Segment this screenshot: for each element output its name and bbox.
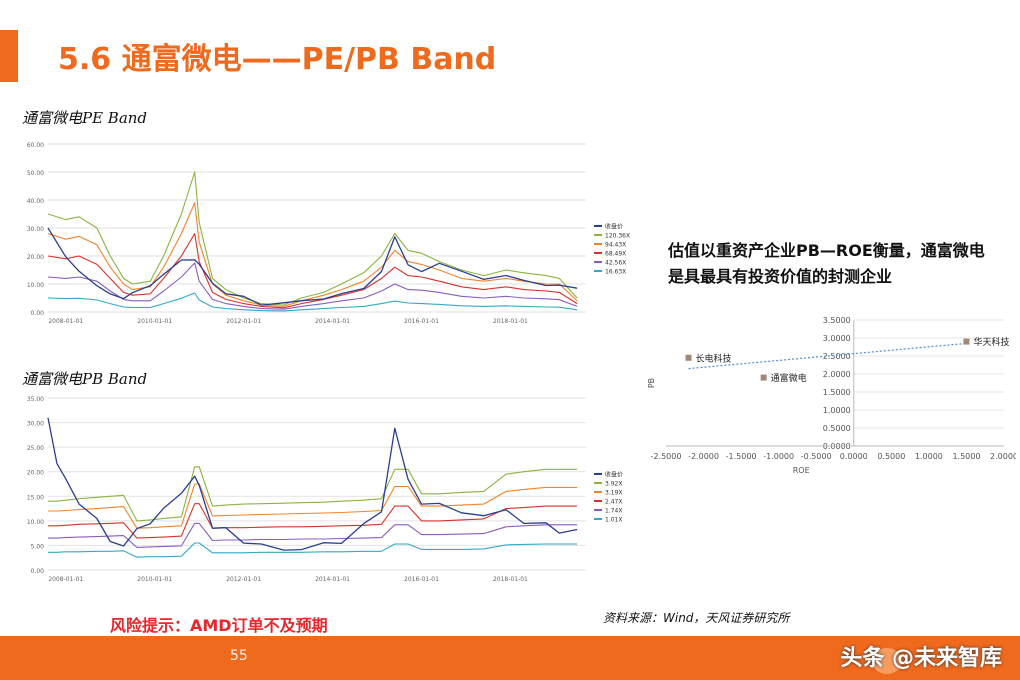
scatter-y-tick-label: 2.5000 [823,352,851,361]
scatter-y-tick-label: 0.5000 [823,424,851,433]
pe-chart-legend-label: 94.43X [605,242,626,249]
pb-chart-legend-label: 3.92X [605,481,622,488]
title-accent-bar [0,30,18,82]
pb-chart-y-tick-label: 35.00 [27,396,44,403]
pb-chart-y-tick-label: 30.00 [27,421,44,428]
pe-chart-y-tick-label: 20.00 [27,254,44,261]
pe-chart-series-0 [47,227,578,306]
scatter-point [963,338,970,345]
pe-band-chart: 0.00 10.00 20.00 30.00 40.00 50.00 60.00 2008-0… [16,134,638,354]
pe-chart-x-tick-label: 2014-01-01 [315,318,350,325]
pe-chart-legend-label: 120.36X [605,233,630,240]
scatter-x-axis-label: ROE [793,466,810,475]
pe-chart-y-tick-label: 0.00 [31,310,45,317]
footer-bar [0,636,1020,680]
slide-title: 5.6 通富微电——PE/PB Band [58,42,497,77]
scatter-point-label: 华天科技 [973,336,1009,348]
pb-chart-y-tick-label: 10.00 [27,519,44,526]
pb-chart-y-tick-label: 5.00 [31,543,45,550]
pb-chart-legend-label: 1.74X [605,508,622,515]
pb-chart-series-4 [48,522,578,548]
scatter-point-label: 长电科技 [696,352,732,364]
pb-chart-x-tick-label: 2010-01-01 [137,576,172,583]
pe-chart-legend-label: 68.49X [605,251,626,258]
pb-band-svg: 0.00 5.00 10.00 15.00 20.00 25.00 30.00 35.00 20… [27,396,623,583]
pe-chart-x-tick-label: 2012-01-01 [226,318,261,325]
pb-chart-series-3 [48,503,578,539]
pe-chart-x-tick-label: 2018-01-01 [493,318,528,325]
pb-roe-scatter-chart: 0.0000 0.5000 1.0000 1.5000 2.0000 2.5000 3.00… [632,310,1016,490]
pe-chart-y-tick-label: 60.00 [27,142,44,149]
pb-chart-x-tick-label: 2008-01-01 [48,576,83,583]
scatter-y-tick-label: 1.0000 [823,406,851,415]
scatter-x-tick-label: 2.0000 [990,452,1016,461]
watermark-logo-icon [872,648,902,674]
pb-chart-legend-label: 3.19X [605,490,622,497]
risk-warning: 风险提示：AMD订单不及预期 [110,616,328,635]
scatter-y-axis-label: PB [647,378,656,388]
pb-chart-x-tick-label: 2016-01-01 [404,576,439,583]
scatter-x-tick-label: 0.5000 [877,452,905,461]
scatter-y-tick-label: 3.5000 [823,316,851,325]
pe-chart-series-3 [47,233,578,309]
scatter-x-tick-label: 0.0000 [840,452,868,461]
pb-chart-y-tick-label: 15.00 [27,494,44,501]
watermark-text: 头条 @未来智库 [840,646,1002,671]
pe-chart-x-tick-label: 2016-01-01 [404,318,439,325]
pe-chart-series-2 [47,202,578,307]
pb-chart-series-0 [47,417,578,551]
pe-chart-y-tick-label: 50.00 [27,170,44,177]
source-note: 资料来源：Wind，天风证券研究所 [603,611,790,625]
pe-band-svg: 0.00 10.00 20.00 30.00 40.00 50.00 60.00 2008-0… [27,142,630,325]
pb-chart-legend-label: 1.01X [605,517,622,524]
pe-chart-legend-label: 16.63X [605,269,626,276]
pb-chart-y-tick-label: 0.00 [31,568,45,575]
pb-chart-y-tick-label: 25.00 [27,445,44,452]
pe-chart-series-4 [47,262,578,310]
pb-chart-series-5 [48,542,578,558]
pe-chart-y-tick-label: 10.00 [27,282,44,289]
scatter-point-label: 通富微电 [771,372,807,384]
pe-band-label: 通富微电PE Band [22,109,148,127]
pb-band-chart: 0.00 5.00 10.00 15.00 20.00 25.00 30.00 35.00 20… [16,386,630,604]
scatter-y-tick-label: 2.0000 [823,370,851,379]
scatter-point [685,354,692,361]
pb-chart-x-tick-label: 2012-01-01 [226,576,261,583]
pe-chart-y-tick-label: 30.00 [27,226,44,233]
scatter-x-tick-label: 1.5000 [952,452,980,461]
scatter-trendline [688,342,967,370]
scatter-x-tick-label: -1.5000 [726,452,757,461]
scatter-x-tick-label: -0.5000 [801,452,832,461]
pe-chart-x-tick-label: 2010-01-01 [137,318,172,325]
scatter-point [760,374,767,381]
pb-chart-legend-label: 收盘价 [605,471,623,479]
pe-chart-legend-label: 42.56X [605,260,626,267]
scatter-x-tick-label: -2.5000 [651,452,682,461]
scatter-x-tick-label: -1.0000 [763,452,794,461]
scatter-y-tick-label: 1.5000 [823,388,851,397]
pe-chart-legend-label: 收盘价 [605,223,623,231]
pb-chart-x-tick-label: 2014-01-01 [315,576,350,583]
pb-band-label: 通富微电PB Band [22,370,148,388]
pb-roe-scatter-svg: 0.0000 0.5000 1.0000 1.5000 2.0000 2.5000 3.00… [647,316,1016,475]
pe-chart-x-tick-label: 2008-01-01 [48,318,83,325]
valuation-note: 估值以重资产企业PB—ROE衡量，通富微电是具最具有投资价值的封测企业 [668,241,985,286]
pb-chart-legend-label: 2.47X [605,499,622,506]
pb-chart-series-1 [48,466,578,522]
pb-chart-x-tick-label: 2018-01-01 [493,576,528,583]
pe-chart-series-5 [47,292,578,312]
scatter-y-tick-label: 3.0000 [823,334,851,343]
page-number: 55 [230,648,248,664]
pb-chart-series-2 [48,483,578,529]
pb-chart-y-tick-label: 20.00 [27,470,44,477]
scatter-x-tick-label: -2.0000 [688,452,719,461]
pe-chart-series-1 [47,171,578,306]
scatter-x-tick-label: 1.0000 [915,452,943,461]
pe-chart-y-tick-label: 40.00 [27,198,44,205]
